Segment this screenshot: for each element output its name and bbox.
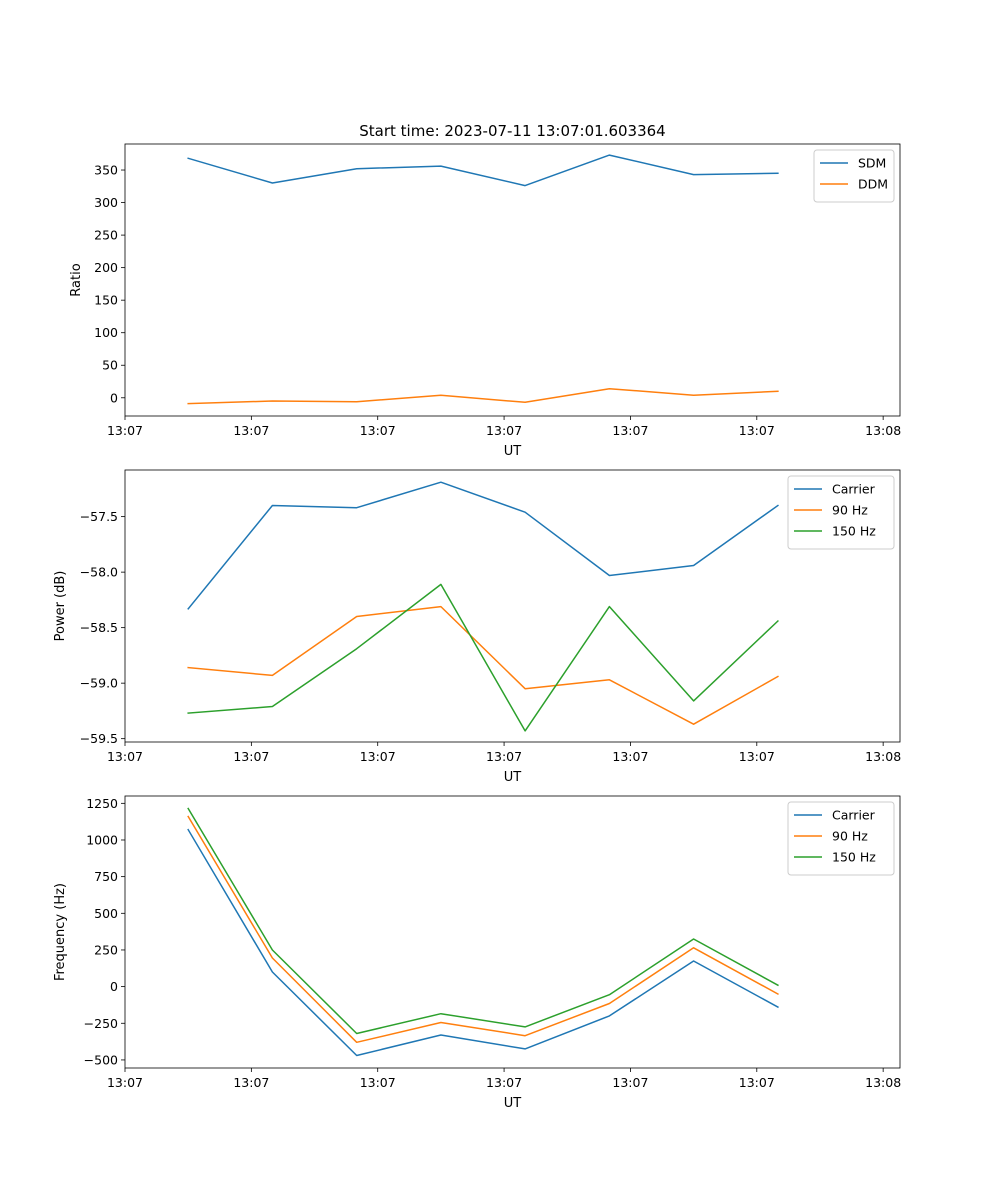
x-tick-label: 13:07 xyxy=(739,749,775,764)
axes-frame xyxy=(124,143,901,417)
y-tick-label: 1000 xyxy=(86,832,118,847)
y-tick-label: 250 xyxy=(94,942,118,957)
y-tick-label: 250 xyxy=(94,228,118,243)
y-axis-label: Frequency (Hz) xyxy=(53,883,68,981)
x-axis-label: UT xyxy=(504,444,522,459)
x-tick-label: 13:07 xyxy=(486,1075,522,1090)
legend-label: 150 Hz xyxy=(832,524,876,539)
x-axis-label: UT xyxy=(504,1096,522,1111)
series-line-ddm xyxy=(187,387,779,405)
series-line-90-hz xyxy=(187,815,779,1044)
y-tick-label: 150 xyxy=(94,293,118,308)
x-tick-label: 13:07 xyxy=(360,749,396,764)
x-tick-label: 13:07 xyxy=(612,1075,648,1090)
y-tick-label: −57.5 xyxy=(80,509,118,524)
legend: SDM DDM xyxy=(813,149,895,203)
y-tick-label: 750 xyxy=(94,869,118,884)
legend-label: 90 Hz xyxy=(832,829,868,844)
y-tick-label: 200 xyxy=(94,260,118,275)
legend-label: 150 Hz xyxy=(832,850,876,865)
y-tick-label: −58.0 xyxy=(80,565,118,580)
x-tick-label: 13:07 xyxy=(612,749,648,764)
x-tick-label: 13:07 xyxy=(233,1075,269,1090)
series-line-90-hz xyxy=(187,605,779,725)
subplot-1: 13:07 13:07 13:07 13:07 13:07 13:07 13:08 0 50 10… xyxy=(69,122,901,459)
x-tick-label: 13:08 xyxy=(865,749,901,764)
y-tick-label: 500 xyxy=(94,906,118,921)
legend-label: 90 Hz xyxy=(832,503,868,518)
legend-label: SDM xyxy=(858,156,886,171)
y-tick-label: −59.5 xyxy=(80,731,118,746)
chart-title: Start time: 2023-07-11 13:07:01.603364 xyxy=(359,122,665,140)
x-tick-label: 13:07 xyxy=(233,749,269,764)
legend: Carrier 90 Hz 150 Hz xyxy=(787,475,895,550)
y-tick-label: 300 xyxy=(94,195,118,210)
series-line-carrier xyxy=(187,828,779,1057)
x-tick-label: 13:07 xyxy=(612,423,648,438)
x-tick-label: 13:08 xyxy=(865,423,901,438)
y-tick-label: 350 xyxy=(94,163,118,178)
y-tick-label: 1250 xyxy=(86,796,118,811)
x-tick-label: 13:07 xyxy=(233,423,269,438)
x-axis-label: UT xyxy=(504,770,522,785)
y-tick-label: 100 xyxy=(94,325,118,340)
axes-frame xyxy=(124,795,901,1069)
series-line-150-hz xyxy=(187,583,779,732)
x-tick-label: 13:07 xyxy=(360,1075,396,1090)
subplot-2: 13:07 13:07 13:07 13:07 13:07 13:07 13:08 −59.5… xyxy=(53,469,901,785)
y-tick-label: −500 xyxy=(84,1052,118,1067)
x-tick-label: 13:07 xyxy=(739,423,775,438)
series-line-sdm xyxy=(187,154,779,187)
x-tick-label: 13:08 xyxy=(865,1075,901,1090)
x-tick-label: 13:07 xyxy=(486,423,522,438)
legend-label: DDM xyxy=(858,177,888,192)
x-tick-label: 13:07 xyxy=(486,749,522,764)
legend: Carrier 90 Hz 150 Hz xyxy=(787,801,895,876)
axes-frame xyxy=(124,469,901,743)
y-tick-label: −59.0 xyxy=(80,676,118,691)
y-tick-label: −250 xyxy=(84,1016,118,1031)
y-tick-label: 0 xyxy=(110,979,118,994)
y-axis-label: Power (dB) xyxy=(53,571,68,642)
x-tick-label: 13:07 xyxy=(107,1075,143,1090)
subplot-3: 13:07 13:07 13:07 13:07 13:07 13:07 13:08 −500 −… xyxy=(53,795,901,1111)
x-tick-label: 13:07 xyxy=(107,749,143,764)
series-line-carrier xyxy=(187,481,779,610)
series-line-150-hz xyxy=(187,807,779,1035)
x-tick-label: 13:07 xyxy=(360,423,396,438)
y-tick-label: 0 xyxy=(110,390,118,405)
x-tick-label: 13:07 xyxy=(107,423,143,438)
y-axis-label: Ratio xyxy=(69,263,84,296)
x-tick-label: 13:07 xyxy=(739,1075,775,1090)
legend-label: Carrier xyxy=(832,482,876,497)
legend-label: Carrier xyxy=(832,808,876,823)
y-tick-label: 50 xyxy=(102,358,118,373)
y-tick-label: −58.5 xyxy=(80,620,118,635)
